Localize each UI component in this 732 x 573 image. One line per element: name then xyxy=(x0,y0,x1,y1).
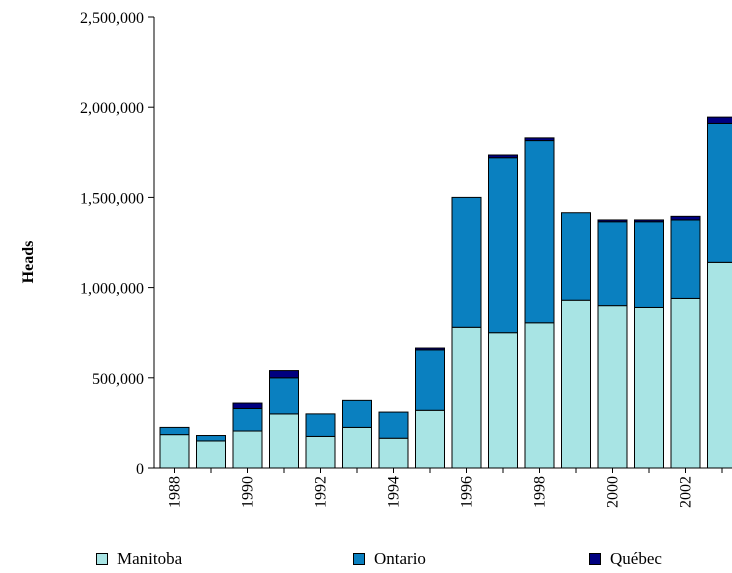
bar-segment-qu-bec-2003 xyxy=(707,116,732,124)
bar-segment-ontario-2000 xyxy=(597,221,628,307)
bar-segment-qu-bec-1997 xyxy=(488,154,518,159)
x-tick-label: 2002 xyxy=(678,476,695,508)
bar-segment-ontario-1996 xyxy=(451,196,482,328)
bar-segment-ontario-1998 xyxy=(524,140,555,324)
x-axis: 1988 1990 1992 1994 1996 1998 2000 2002 xyxy=(154,467,732,508)
bar-segment-ontario-1997 xyxy=(488,157,518,334)
x-tick-label: 1998 xyxy=(532,476,549,508)
bar-segment-ontario-2001 xyxy=(634,221,664,308)
legend-swatch xyxy=(353,553,365,565)
x-tick-label: 1996 xyxy=(459,476,476,508)
bar-segment-qu-bec-2001 xyxy=(634,219,664,223)
bar-segment-manitoba-1990 xyxy=(232,430,263,469)
bar-segment-manitoba-1995 xyxy=(415,409,445,469)
legend-item-manitoba: Manitoba xyxy=(96,549,182,569)
bar-segment-manitoba-2002 xyxy=(670,297,701,469)
y-tick-label: 500,000 xyxy=(92,371,144,388)
bar-segment-manitoba-1998 xyxy=(524,322,555,469)
y-tick-label: 2,500,000 xyxy=(80,10,144,27)
y-axis: 0 500,000 1,000,000 1,500,000 2,000,000 2,500… xyxy=(80,10,155,478)
y-tick-label: 0 xyxy=(136,461,144,478)
x-tick-label: 1992 xyxy=(313,476,330,508)
bar-segment-manitoba-1991 xyxy=(269,413,299,469)
legend-label: Manitoba xyxy=(117,549,183,568)
bar-segment-manitoba-2001 xyxy=(634,306,664,469)
bar-segment-ontario-1995 xyxy=(415,349,445,411)
bar-segment-ontario-1989 xyxy=(196,435,226,442)
bar-segment-ontario-2002 xyxy=(670,219,701,299)
y-axis-title: Heads xyxy=(20,241,37,284)
bar-segment-manitoba-1994 xyxy=(378,437,409,469)
y-tick-label: 1,500,000 xyxy=(80,190,144,207)
y-tick-label: 2,000,000 xyxy=(80,100,144,117)
bar-segment-manitoba-1996 xyxy=(451,326,482,469)
bar-segment-ontario-1991 xyxy=(269,377,299,415)
y-tick-label: 1,000,000 xyxy=(80,281,144,298)
bar-segment-ontario-1990 xyxy=(232,407,263,432)
bar-segment-manitoba-1997 xyxy=(488,332,518,469)
bar-segment-qu-bec-1998 xyxy=(524,137,555,142)
bar-segment-ontario-1993 xyxy=(342,399,372,428)
bars xyxy=(159,116,732,469)
bar-segment-manitoba-1999 xyxy=(561,299,591,469)
legend-swatch xyxy=(96,553,108,565)
bar-segment-manitoba-2000 xyxy=(597,305,628,469)
legend-item-ontario: Ontario xyxy=(353,549,426,569)
bar-segment-manitoba-1992 xyxy=(305,435,336,469)
bar-segment-ontario-1992 xyxy=(305,413,336,437)
stacked-bar-chart: 0 500,000 1,000,000 1,500,000 2,000,000 2,500… xyxy=(20,10,732,508)
legend-swatch xyxy=(589,553,601,565)
bar-segment-qu-bec-1995 xyxy=(415,347,445,351)
bar-segment-manitoba-1989 xyxy=(196,440,226,469)
bar-segment-qu-bec-2002 xyxy=(670,215,701,221)
legend-label: Ontario xyxy=(374,549,426,568)
x-tick-label: 1994 xyxy=(386,476,403,508)
x-tick-label: 1988 xyxy=(167,476,184,508)
bar-segment-ontario-2003 xyxy=(707,122,732,263)
bar-segment-qu-bec-1991 xyxy=(269,370,299,379)
bar-segment-manitoba-1988 xyxy=(159,434,190,469)
bar-segment-manitoba-2003 xyxy=(707,261,732,469)
legend-item-qu-bec: Québec xyxy=(589,549,662,569)
x-tick-label: 1990 xyxy=(240,476,257,508)
bar-segment-ontario-1988 xyxy=(159,426,190,436)
bar-segment-qu-bec-1990 xyxy=(232,402,263,409)
bar-segment-qu-bec-2000 xyxy=(597,219,628,223)
bar-segment-manitoba-1993 xyxy=(342,426,372,469)
x-tick-label: 2000 xyxy=(605,476,622,508)
bar-segment-ontario-1999 xyxy=(561,212,591,301)
bar-segment-ontario-1994 xyxy=(378,411,409,439)
legend-label: Québec xyxy=(610,549,662,568)
legend: Manitoba Ontario Québec xyxy=(0,549,732,571)
